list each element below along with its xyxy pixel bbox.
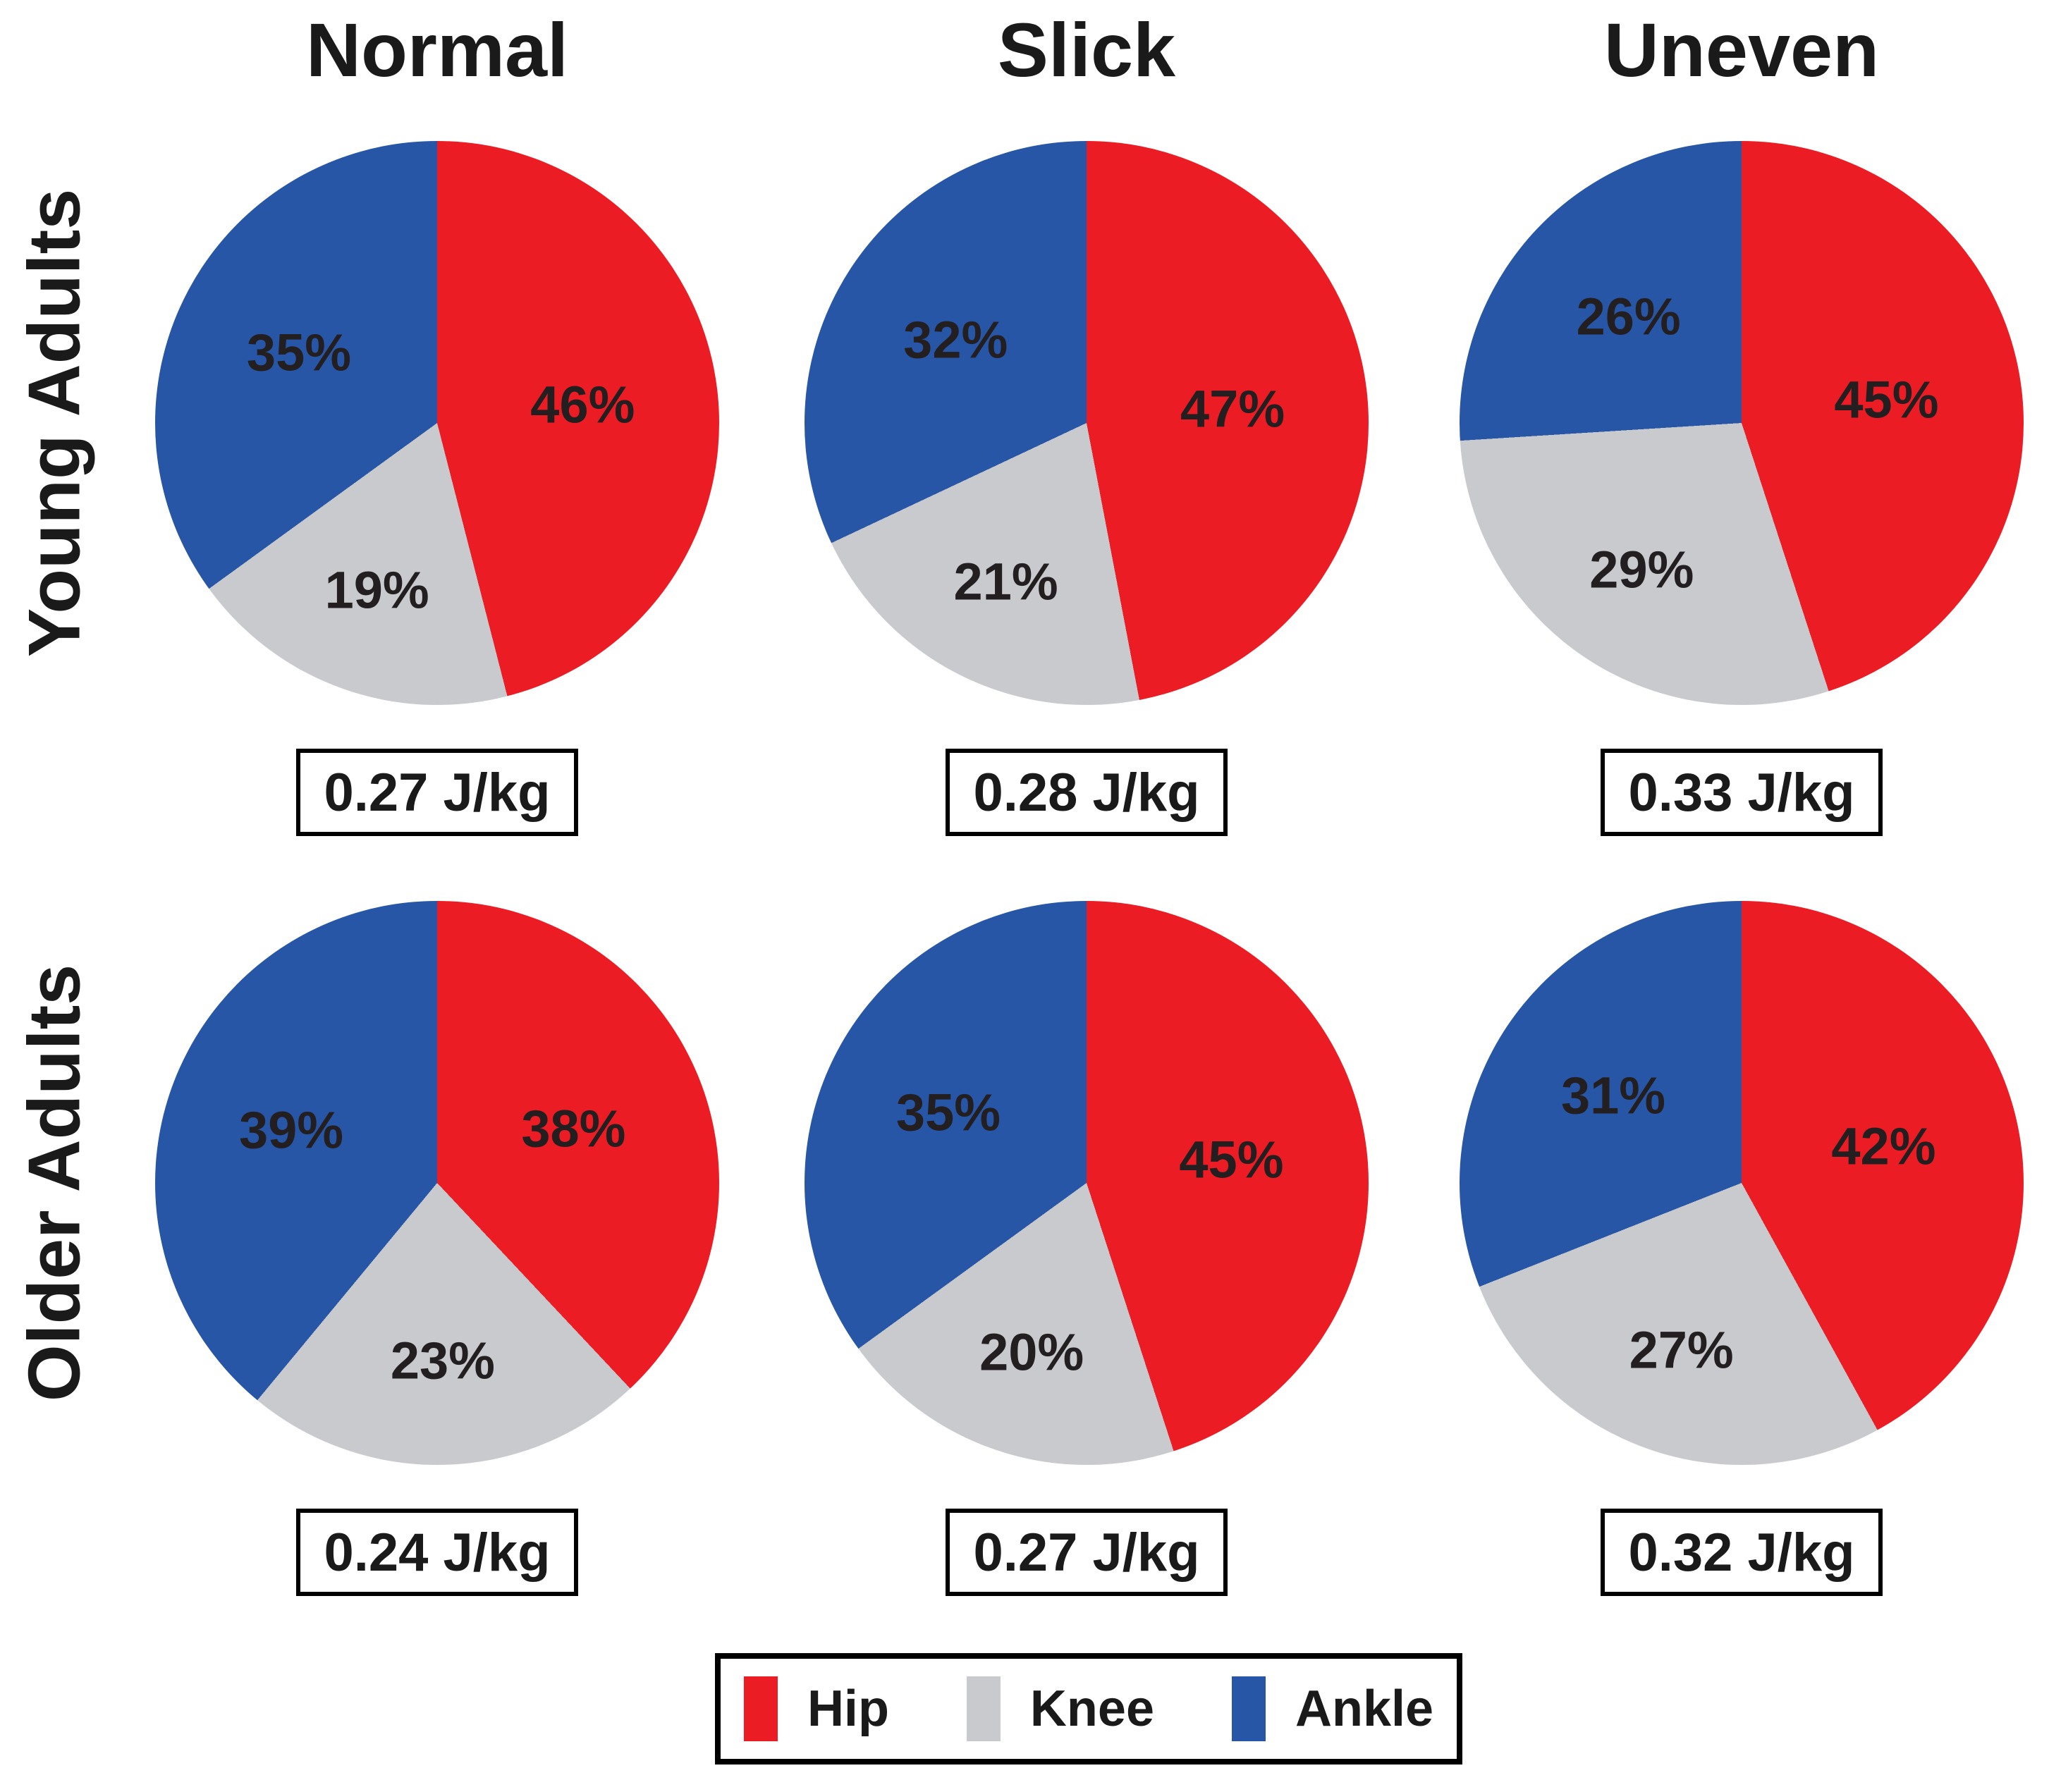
legend: Hip Knee Ankle: [715, 1653, 1462, 1765]
energy-box-older-adults-slick: 0.27 J/kg: [946, 1509, 1228, 1596]
pie-slice-label-hip: 45%: [1834, 370, 1939, 429]
pie-slice-label-knee: 21%: [953, 552, 1058, 611]
pie-slice-label-hip: 42%: [1831, 1117, 1936, 1176]
pie-slice-label-knee: 23%: [390, 1331, 495, 1390]
energy-box-young-adults-uneven: 0.33 J/kg: [1601, 749, 1883, 836]
energy-value: 0.28 J/kg: [973, 762, 1200, 823]
pie-slice-label-knee: 19%: [324, 560, 429, 620]
pie-young-adults-uneven: 45% 29% 26%: [1460, 141, 2024, 705]
pie-slice-label-knee: 27%: [1629, 1320, 1734, 1380]
legend-swatch-ankle: [1231, 1676, 1266, 1741]
pie-slice-label-hip: 38%: [521, 1099, 626, 1158]
legend-label-knee: Knee: [1029, 1681, 1154, 1737]
pie-slice-label-ankle: 35%: [246, 323, 352, 382]
pie-slice-label-hip: 46%: [530, 375, 635, 434]
legend-item-hip: Hip: [743, 1676, 889, 1741]
row-label-older-adults: Older Adults: [13, 964, 96, 1402]
pie-older-adults-slick: 45% 20% 35%: [805, 901, 1369, 1465]
pie-young-adults-slick: 47% 21% 32%: [805, 141, 1369, 705]
energy-value: 0.24 J/kg: [324, 1522, 551, 1583]
pie-older-adults-uneven: 42% 27% 31%: [1460, 901, 2024, 1465]
pie-slice-label-knee: 29%: [1589, 540, 1694, 599]
energy-box-young-adults-slick: 0.28 J/kg: [946, 749, 1228, 836]
pie-slice-label-ankle: 39%: [238, 1100, 344, 1160]
column-header-uneven: Uneven: [1603, 7, 1880, 92]
energy-box-young-adults-normal: 0.27 J/kg: [296, 749, 578, 836]
energy-value: 0.33 J/kg: [1628, 762, 1855, 823]
pie-slice-label-hip: 47%: [1180, 379, 1285, 438]
pie-older-adults-normal: 38% 23% 39%: [155, 901, 719, 1465]
column-header-normal: Normal: [305, 7, 569, 92]
legend-swatch-knee: [966, 1676, 1001, 1741]
legend-item-knee: Knee: [966, 1676, 1154, 1741]
legend-swatch-hip: [743, 1676, 778, 1741]
pie-slice-label-knee: 20%: [979, 1322, 1084, 1382]
legend-item-ankle: Ankle: [1231, 1676, 1434, 1741]
pie-slice-label-ankle: 32%: [903, 310, 1008, 369]
energy-box-older-adults-normal: 0.24 J/kg: [296, 1509, 578, 1596]
energy-box-older-adults-uneven: 0.32 J/kg: [1601, 1509, 1883, 1596]
energy-value: 0.27 J/kg: [324, 762, 551, 823]
pie-slice-label-ankle: 26%: [1576, 287, 1681, 346]
pie-slice-label-ankle: 31%: [1560, 1066, 1666, 1125]
row-label-young-adults: Young Adults: [13, 188, 96, 658]
column-header-slick: Slick: [997, 7, 1176, 92]
energy-value: 0.32 J/kg: [1628, 1522, 1855, 1583]
pie-slice-label-hip: 45%: [1179, 1130, 1284, 1189]
legend-label-hip: Hip: [807, 1681, 889, 1737]
energy-value: 0.27 J/kg: [973, 1522, 1200, 1583]
pie-slice-label-ankle: 35%: [895, 1083, 1001, 1142]
legend-label-ankle: Ankle: [1295, 1681, 1434, 1737]
pie-young-adults-normal: 46% 19% 35%: [155, 141, 719, 705]
